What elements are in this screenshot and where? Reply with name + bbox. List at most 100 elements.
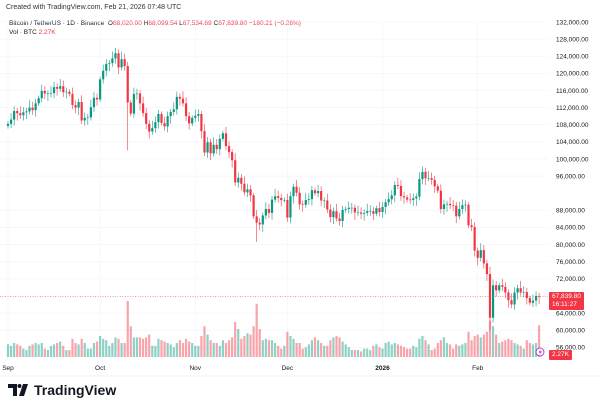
volume-bar	[123, 343, 126, 357]
volume-bar	[510, 340, 513, 357]
volume-bar	[40, 343, 43, 357]
volume-bar	[347, 347, 350, 357]
y-tick-label: 128,000.00	[556, 36, 589, 43]
y-tick-label: 112,000.00	[556, 105, 588, 112]
candle-body	[359, 212, 363, 214]
volume-bar	[243, 336, 246, 357]
candle-body	[412, 198, 415, 201]
volume-bar	[31, 344, 34, 357]
volume-bar	[126, 301, 129, 357]
candle-body	[108, 63, 111, 64]
volume-bar	[495, 334, 498, 357]
low-label: L	[179, 20, 183, 27]
candle-body	[28, 107, 31, 112]
volume-bar	[415, 347, 418, 357]
candle-body	[513, 292, 516, 305]
volume-bar	[522, 348, 525, 357]
volume-bar	[363, 348, 366, 357]
volume-bar	[491, 326, 495, 357]
high-label: H	[143, 20, 149, 27]
symbol-name: Bitcoin / TetherUS · 1D · Binance	[9, 20, 105, 27]
candle-body	[261, 215, 264, 225]
volume-bar	[461, 344, 464, 357]
candle-body	[356, 212, 360, 214]
candle-body	[123, 59, 126, 67]
candle-body	[430, 178, 433, 180]
y-tick-label: 124,000.00	[556, 54, 589, 61]
volume-bar	[393, 343, 396, 357]
volume-bar	[34, 343, 37, 357]
volume-bar	[458, 345, 461, 357]
volume-bar	[498, 343, 501, 357]
low-value: 67,534.69	[182, 20, 212, 27]
volume-bar	[246, 333, 249, 357]
volume-bar	[22, 348, 25, 357]
candle-body	[277, 196, 280, 198]
volume-bar	[421, 336, 424, 357]
candle-body	[316, 191, 320, 194]
candle-body	[138, 93, 142, 104]
candle-body	[95, 97, 99, 100]
volume-bar	[240, 338, 243, 357]
candle-body	[387, 199, 390, 203]
candle-body	[338, 218, 341, 222]
volume-bar	[390, 344, 393, 357]
candle-body	[298, 192, 301, 205]
candle-body	[332, 211, 335, 218]
candle-body	[19, 113, 22, 116]
volume-bar	[476, 334, 479, 357]
volume-bar	[418, 338, 421, 357]
volume-bar	[366, 348, 369, 357]
close-label: C	[213, 20, 219, 27]
volume-bar	[528, 343, 531, 357]
volume-bar	[28, 345, 31, 357]
candle-body	[295, 186, 298, 193]
candle-body	[301, 204, 304, 205]
candle-body	[80, 102, 83, 121]
candle-body	[409, 199, 412, 201]
x-tick-label: Nov	[189, 365, 201, 372]
candle-body	[56, 87, 59, 89]
volume-bar	[62, 345, 65, 357]
candle-body	[135, 93, 139, 95]
volume-bar	[181, 343, 185, 357]
candle-body	[273, 196, 277, 200]
volume-bar	[369, 350, 372, 357]
volume-bar	[320, 343, 323, 357]
volume-bar	[203, 326, 206, 357]
volume-bar	[172, 347, 175, 357]
candle-body	[224, 133, 228, 147]
volume-bar	[427, 344, 430, 357]
candle-body	[399, 185, 403, 197]
candle-body	[37, 98, 40, 104]
volume-bar	[145, 337, 148, 357]
volume-bar	[295, 343, 298, 357]
volume-bar	[292, 338, 295, 357]
volume-bar	[531, 344, 535, 357]
volume-bar	[488, 320, 492, 357]
volume-bar	[270, 340, 274, 357]
candle-body	[203, 131, 206, 153]
candle-body	[519, 288, 522, 293]
candle-body	[184, 103, 188, 117]
candle-body	[304, 200, 307, 205]
candle-body	[310, 190, 314, 200]
candle-body	[531, 300, 535, 303]
candle-body	[528, 298, 531, 303]
volume-bar	[507, 338, 510, 357]
y-tick-label: 84,000.00	[556, 225, 585, 232]
candle-body	[538, 295, 541, 297]
candle-body	[326, 200, 329, 210]
y-tick-label: 60,000.00	[556, 327, 585, 334]
candle-body	[160, 114, 163, 124]
volume-bar	[406, 348, 409, 357]
volume-bar	[341, 341, 344, 357]
candle-body	[525, 292, 528, 299]
candle-body	[148, 123, 151, 132]
candle-body	[132, 93, 135, 114]
candle-body	[6, 123, 10, 127]
lightning-glyph	[538, 349, 542, 356]
volume-bar	[135, 337, 139, 357]
volume-bar	[344, 344, 347, 357]
